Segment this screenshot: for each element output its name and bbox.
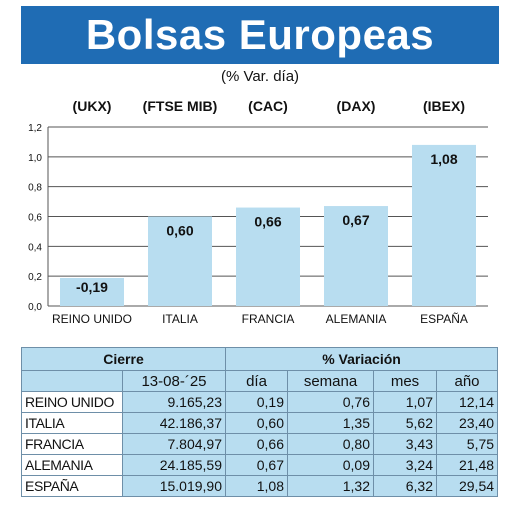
bar-chart: 0,0 0,2 0,4 0,6 0,8 1,0 1,2 -0,19 REINO UNIDO 0,6…	[28, 123, 488, 326]
y-tick-label: 0,6	[28, 213, 42, 224]
table-row: ALEMANIA 24.185,59 0,67 0,09 3,24 21,48	[21, 454, 499, 476]
header-dia: día	[225, 370, 288, 392]
value-label: 1,08	[430, 151, 457, 167]
header-cierre: Cierre	[21, 347, 226, 371]
row-cierre: 42.186,37	[122, 412, 226, 434]
header-mes: mes	[373, 370, 437, 392]
value-label: 0,60	[166, 223, 193, 239]
row-cierre: 24.185,59	[122, 454, 226, 476]
row-dia: 0,19	[225, 391, 288, 413]
index-label-cac: (CAC)	[248, 98, 288, 114]
row-name: FRANCIA	[21, 433, 123, 455]
index-label-dax: (DAX)	[336, 98, 376, 114]
row-mes: 3,24	[373, 454, 437, 476]
row-name: ALEMANIA	[21, 454, 123, 476]
table-row: ESPAÑA 15.019,90 1,08 1,32 6,32 29,54	[21, 475, 499, 497]
bar	[60, 278, 124, 306]
row-semana: 0,80	[287, 433, 374, 455]
header-semana: semana	[287, 370, 374, 392]
row-mes: 1,07	[373, 391, 437, 413]
category-label: ESPAÑA	[420, 312, 468, 326]
header-variacion: % Variación	[224, 347, 499, 371]
row-cierre: 7.804,97	[122, 433, 226, 455]
row-cierre: 15.019,90	[122, 475, 226, 497]
index-label-ftse-mib: (FTSE MIB)	[142, 98, 218, 114]
row-ano: 29,54	[435, 475, 499, 497]
table-row: FRANCIA 7.804,97 0,66 0,80 3,43 5,75	[21, 433, 499, 455]
chart-title: Bolsas Europeas	[85, 11, 435, 58]
bar	[324, 206, 388, 306]
y-tick-label: 0,2	[28, 272, 42, 283]
header-date: 13-08-´25	[122, 370, 226, 392]
row-ano: 5,75	[435, 433, 499, 455]
row-name: ESPAÑA	[21, 475, 123, 497]
bar	[412, 144, 476, 306]
category-label: ITALIA	[162, 312, 198, 326]
y-tick-label: 0,4	[28, 242, 42, 253]
row-mes: 6,32	[373, 475, 437, 497]
value-label: -0,19	[76, 279, 108, 295]
row-semana: 1,32	[287, 475, 374, 497]
row-mes: 3,43	[373, 433, 437, 455]
y-tick-label: 0,8	[28, 183, 42, 194]
value-label: 0,66	[254, 214, 281, 230]
row-ano: 21,48	[435, 454, 499, 476]
row-mes: 5,62	[373, 412, 437, 434]
header-blank	[21, 370, 123, 392]
value-label: 0,67	[342, 212, 369, 228]
stock-table: Cierre % Variación 13-08-´25 día semana …	[21, 347, 499, 497]
row-semana: 1,35	[287, 412, 374, 434]
bar	[236, 207, 300, 306]
row-dia: 0,60	[225, 412, 288, 434]
y-tick-label: 1,0	[28, 153, 42, 164]
row-semana: 0,09	[287, 454, 374, 476]
table-subheader-row: 13-08-´25 día semana mes año	[21, 370, 499, 392]
row-semana: 0,76	[287, 391, 374, 413]
row-name: ITALIA	[21, 412, 123, 434]
table-row: REINO UNIDO 9.165,23 0,19 0,76 1,07 12,1…	[21, 391, 499, 413]
row-dia: 0,67	[225, 454, 288, 476]
row-dia: 0,66	[225, 433, 288, 455]
row-cierre: 9.165,23	[122, 391, 226, 413]
row-name: REINO UNIDO	[21, 391, 123, 413]
row-dia: 1,08	[225, 475, 288, 497]
index-label-ukx: (UKX)	[72, 98, 112, 114]
row-ano: 23,40	[435, 412, 499, 434]
category-label: ALEMANIA	[326, 312, 387, 326]
y-tick-label: 1,2	[28, 123, 42, 134]
index-label-ibex: (IBEX)	[423, 98, 465, 114]
row-ano: 12,14	[435, 391, 499, 413]
title-bar: Bolsas Europeas	[21, 6, 499, 64]
header-ano: año	[435, 370, 499, 392]
category-label: FRANCIA	[242, 312, 295, 326]
chart-subtitle: (% Var. día)	[220, 68, 300, 85]
table-row: ITALIA 42.186,37 0,60 1,35 5,62 23,40	[21, 412, 499, 434]
category-label: REINO UNIDO	[52, 312, 132, 326]
y-tick-label: 0,0	[28, 302, 42, 313]
bar	[148, 216, 212, 306]
table-header-row: Cierre % Variación	[21, 347, 499, 371]
